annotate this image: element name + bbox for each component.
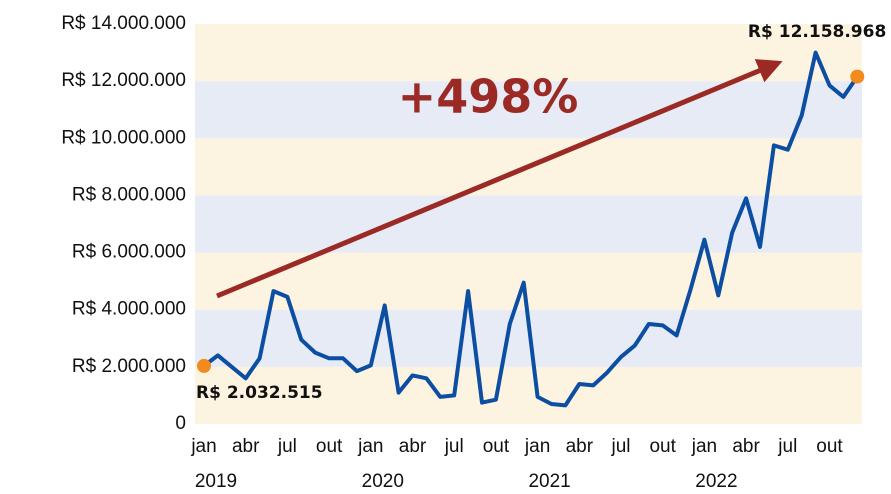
- x-tick-label: abr: [732, 436, 760, 457]
- x-tick-label: jan: [357, 436, 383, 457]
- y-tick-label: R$ 10.000.000: [61, 127, 186, 148]
- x-tick-label: abr: [399, 436, 427, 457]
- value-label: R$ 2.032.515: [196, 383, 323, 403]
- growth-annotation: +498%: [398, 70, 579, 124]
- plot: [197, 50, 865, 408]
- x-tick-label: out: [816, 436, 843, 457]
- x-tick-label: jul: [444, 436, 464, 457]
- y-tick-label: R$ 4.000.000: [72, 299, 186, 320]
- x-group-label: 2021: [528, 471, 570, 492]
- x-tick-label: jan: [691, 436, 717, 457]
- y-tick-label: R$ 2.000.000: [72, 356, 186, 377]
- x-group-label: 2020: [362, 471, 404, 492]
- x-tick-label: jul: [777, 436, 797, 457]
- end-marker: [197, 358, 211, 373]
- x-tick-label: abr: [232, 436, 260, 457]
- grid-band: [195, 81, 862, 139]
- x-tick-label: jul: [277, 436, 297, 457]
- x-group-label: 2019: [195, 471, 237, 492]
- grid-band: [195, 252, 862, 310]
- y-tick-label: R$ 6.000.000: [72, 242, 186, 263]
- end-marker: [850, 69, 865, 84]
- y-tick-label: R$ 12.000.000: [61, 70, 186, 91]
- grid-band: [195, 366, 862, 424]
- x-tick-label: jan: [524, 436, 550, 457]
- y-tick-label: R$ 14.000.000: [61, 13, 186, 34]
- y-tick-label: R$ 8.000.000: [72, 184, 186, 205]
- y-tick-label: 0: [175, 413, 186, 434]
- x-tick-label: jul: [610, 436, 630, 457]
- data-line: [202, 50, 860, 408]
- x-tick-label: out: [483, 436, 510, 457]
- grid-band: [195, 195, 862, 253]
- x-tick-label: jan: [190, 436, 216, 457]
- x-tick-label: abr: [566, 436, 594, 457]
- x-tick-label: out: [649, 436, 676, 457]
- x-tick-label: out: [316, 436, 343, 457]
- value-label: R$ 12.158.968: [748, 22, 886, 42]
- growth-arrow: [216, 59, 783, 299]
- x-group-label: 2022: [695, 471, 737, 492]
